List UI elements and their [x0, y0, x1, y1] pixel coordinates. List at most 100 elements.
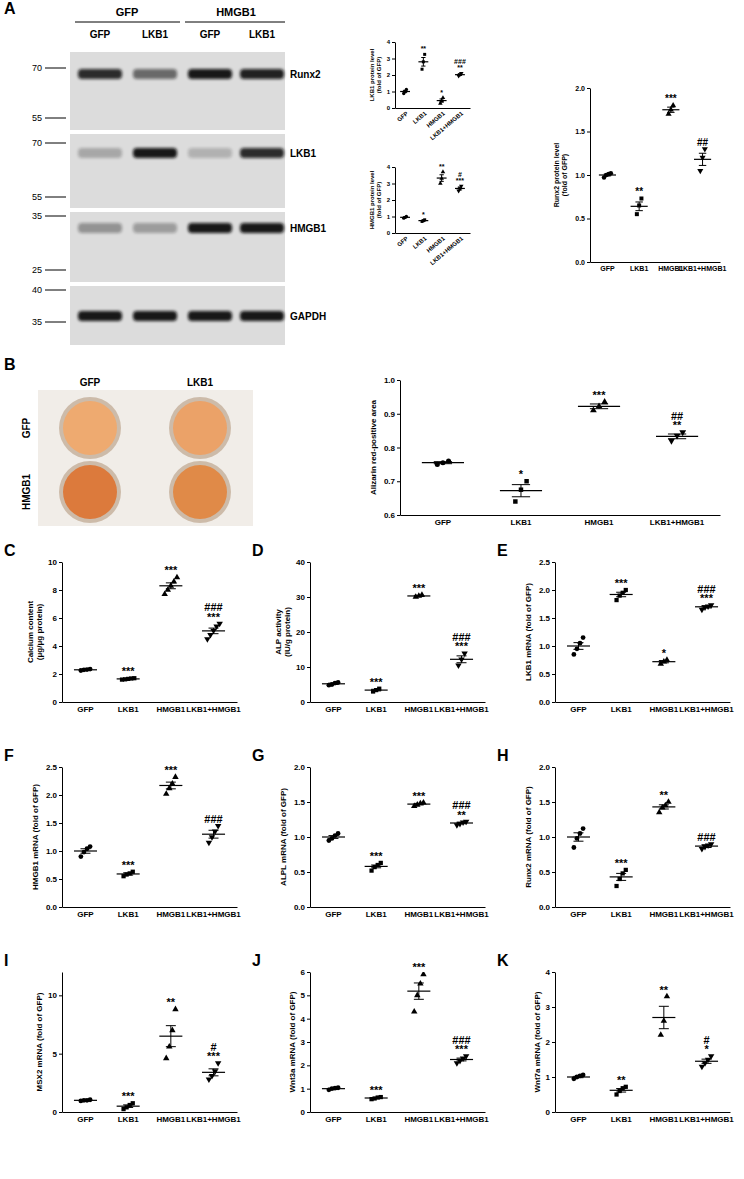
blot-strip	[70, 134, 285, 208]
y-tick: 0.0	[575, 259, 590, 266]
x-tick: LKB1	[366, 907, 387, 919]
x-axis-line	[396, 233, 471, 234]
x-tick-label: LKB1	[611, 1115, 632, 1124]
mean-line	[117, 678, 140, 679]
data-point	[163, 1055, 169, 1061]
x-tick-label: HMGB1	[649, 1115, 678, 1124]
x-tick-label: GFP	[325, 910, 342, 919]
error-bar	[414, 983, 424, 999]
x-tick: HMGB1	[156, 907, 185, 919]
y-tick-label: 4	[53, 642, 58, 651]
y-tick-mark	[307, 767, 310, 768]
y-tick-mark	[392, 92, 395, 93]
mean-line	[322, 836, 345, 837]
y-tick-label: 0	[546, 1108, 551, 1117]
y-tick-label: 0	[301, 698, 306, 707]
y-tick-label: 0.0	[294, 903, 306, 912]
x-axis: GFPLKB1HMGB1LKB1+HMGB1	[556, 907, 735, 919]
mean-line	[365, 866, 388, 867]
data-point	[702, 147, 708, 152]
x-tick: GFP	[325, 1112, 342, 1124]
x-tick: LKB1+HMGB1	[434, 702, 489, 714]
x-tick: LKB1	[611, 1112, 632, 1124]
error-bar	[512, 485, 530, 497]
y-tick-mark	[307, 802, 310, 803]
marks	[422, 398, 698, 504]
error-bar	[457, 822, 467, 823]
y-axis: 01234	[387, 39, 396, 111]
chart: 0.00.51.01.52.0GFPLKB1HMGB1LKB1+HMGB1ALP…	[279, 763, 490, 919]
y-axis-line	[310, 563, 311, 703]
y-axis: 0123456	[301, 968, 311, 1117]
y-tick: 2.5	[46, 763, 62, 772]
well-stain	[173, 465, 227, 519]
x-tick-label: HMGB1	[649, 705, 678, 714]
data-point	[206, 1077, 212, 1083]
mean-line	[74, 669, 97, 670]
y-tick: 2	[387, 72, 395, 78]
error-bar	[702, 1059, 712, 1063]
y-tick: 1.5	[539, 798, 555, 807]
x-tick: LKB1	[118, 702, 139, 714]
error-bar	[328, 1088, 338, 1090]
error-bar	[668, 434, 686, 439]
error-bar	[328, 683, 338, 684]
y-tick-label: 5	[301, 991, 306, 1000]
mean-line	[365, 689, 388, 690]
y-tick: 5	[53, 1050, 62, 1059]
significance-label: **	[660, 984, 669, 996]
mean-line	[365, 1097, 388, 1098]
data-point	[658, 1031, 664, 1037]
error-bar	[440, 99, 444, 102]
x-tick: GFP	[600, 262, 615, 272]
y-tick-label: 5	[53, 1050, 58, 1059]
chart: 0246810GFPLKB1HMGB1LKB1+HMGB1Calcium con…	[26, 558, 242, 714]
error-bar	[573, 643, 583, 650]
y-tick-label: 2.0	[46, 791, 58, 800]
x-tick-label: LKB1	[511, 518, 532, 527]
blot-band	[78, 69, 122, 79]
y-tick-label: 1.5	[46, 819, 58, 828]
significance-label: **	[617, 1074, 626, 1086]
y-tick: 3	[301, 1038, 310, 1047]
x-tick-label: GFP	[570, 1115, 587, 1124]
y-tick-label: 3	[387, 56, 391, 62]
x-tick-label: GFP	[435, 518, 452, 527]
x-tick-label: LKB1	[630, 265, 648, 272]
x-tick: GFP	[396, 233, 409, 248]
mean-line	[322, 1088, 345, 1089]
y-tick-mark	[552, 872, 555, 873]
x-tick-label: LKB1	[611, 910, 632, 919]
western-blot: GFPHMGB1GFPLKB1GFPLKB1Runx27055LKB17055H…	[32, 6, 327, 345]
y-tick-mark	[59, 795, 62, 796]
x-tick-label: LKB1	[366, 910, 387, 919]
data-point	[668, 106, 674, 111]
y-tick-mark	[59, 851, 62, 852]
y-tick-mark	[307, 995, 310, 996]
error-bar	[209, 1069, 219, 1076]
y-axis-title: (fold of GFP)	[376, 182, 382, 218]
data-point	[581, 635, 586, 640]
x-tick-label: HMGB1	[585, 518, 614, 527]
significance-label: **	[439, 163, 445, 170]
x-tick: HMGB1	[156, 1112, 185, 1124]
mw-marker-tick	[45, 197, 66, 198]
mean-line	[400, 91, 410, 92]
y-tick-mark	[59, 702, 62, 703]
x-tick: LKB1	[118, 907, 139, 919]
y-tick-mark	[552, 646, 555, 647]
x-tick: HMGB1	[585, 515, 614, 527]
x-tick-label: LKB1+HMGB1	[186, 705, 241, 714]
y-tick-mark	[392, 59, 395, 60]
x-tick-label: GFP	[77, 910, 94, 919]
y-axis-title: LKB1 mRNA (fold of GFP)	[524, 583, 533, 681]
y-tick-mark	[392, 42, 395, 43]
data-point	[581, 826, 586, 831]
y-tick: 0.5	[575, 215, 590, 222]
blot-lane-label: GFP	[90, 29, 111, 40]
blot-band	[188, 148, 232, 158]
x-tick: GFP	[77, 1112, 94, 1124]
y-tick-label: 1.5	[539, 798, 551, 807]
mw-marker-label: 40	[32, 285, 42, 295]
y-axis-title: (fold of GFP)	[376, 57, 382, 93]
